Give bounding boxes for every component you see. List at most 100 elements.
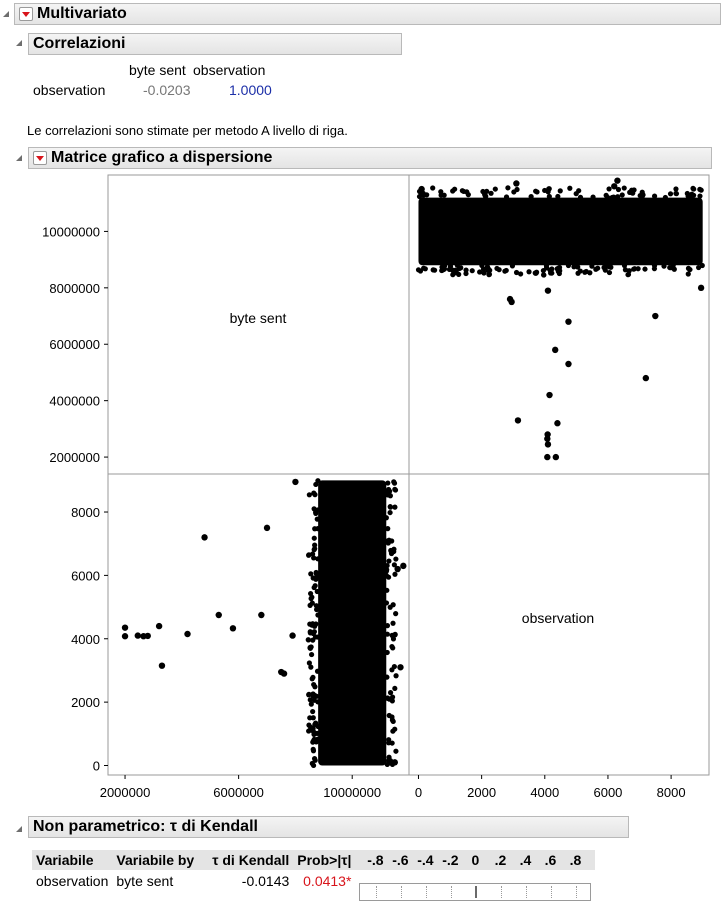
scatter-point (651, 266, 658, 272)
scatter-point (605, 194, 611, 201)
kendall-scale-gridline (426, 886, 428, 898)
scatter-point (306, 492, 312, 498)
scatter-point (415, 267, 422, 273)
scatter-point (629, 187, 635, 193)
scatter-point-outlier (201, 534, 208, 541)
scatter-point (308, 701, 314, 707)
scatter-point-outlier (554, 420, 561, 427)
scatter-point (311, 555, 317, 561)
red-triangle-menu-icon[interactable] (33, 151, 47, 165)
scatter-point (313, 603, 319, 609)
scatter-point (310, 637, 316, 643)
scatter-point (639, 193, 645, 200)
scatter-point (488, 190, 494, 196)
scatter-point (391, 663, 397, 670)
scatter-point-outlier (184, 630, 191, 638)
disclosure-icon[interactable] (16, 155, 22, 161)
scatter-point (312, 757, 318, 763)
kendall-scale-tick: .8 (569, 852, 582, 868)
scatter-point (310, 621, 316, 627)
scatter-point (503, 194, 510, 200)
kendall-by: byte sent (116, 873, 174, 889)
scatter-point (484, 188, 490, 194)
scatter-point (557, 268, 563, 274)
scatter-point-outlier (552, 346, 559, 354)
corr-col-header-byte-sent: byte sent (129, 62, 186, 78)
kendall-scale-gridline (401, 886, 403, 898)
x-tick-label-observation: 8000 (657, 785, 686, 800)
kendall-tau-fill (474, 886, 477, 898)
scatter-point (314, 668, 321, 674)
scatter-point-outlier (418, 185, 425, 193)
scatter-point-outlier (565, 360, 572, 368)
y-tick-label-observation: 4000 (71, 632, 100, 647)
scatter-point (557, 188, 563, 194)
scatter-point-outlier (611, 183, 618, 190)
kendall-header-tau: τ di Kendall (198, 850, 294, 870)
scatter-point (583, 268, 589, 275)
scatter-point (386, 712, 392, 719)
scatter-point (651, 193, 658, 199)
scatter-point (392, 726, 398, 732)
scatter-point (313, 720, 319, 726)
scatter-point-outlier (514, 417, 522, 424)
disclosure-icon[interactable] (3, 11, 9, 17)
scatter-point (668, 265, 674, 271)
kendall-scale-tick: -.4 (417, 852, 434, 868)
kendall-scale-gridline (476, 886, 478, 898)
scatter-point (458, 265, 464, 271)
scatter-point (314, 516, 320, 522)
scatter-point (496, 267, 502, 273)
scatter-point-outlier (400, 562, 407, 570)
kendall-scale-tick: -.2 (442, 852, 459, 868)
scatter-point (548, 270, 554, 276)
scatter-point (315, 612, 321, 618)
kendall-header-by: Variabile by (112, 850, 199, 870)
kendall-scale-gridline (576, 886, 578, 898)
kendall-bar (359, 883, 592, 901)
scatter-point-outlier (544, 441, 552, 448)
disclosure-icon[interactable] (16, 826, 22, 832)
scatter-point (442, 262, 448, 269)
scatter-point (383, 600, 390, 606)
scatter-point (589, 263, 595, 269)
scatter-point (306, 691, 312, 697)
scatter-point-outlier (508, 298, 515, 306)
scatter-point (384, 631, 390, 637)
scatter-point (513, 269, 520, 276)
scatter-point (486, 271, 493, 277)
main-cluster-top-right (418, 197, 703, 266)
scatter-point (385, 480, 391, 486)
table-row: observation byte sent -0.0143 0.0413* (32, 870, 595, 901)
scatter-point (505, 185, 511, 191)
scatter-point (492, 186, 498, 192)
red-triangle-menu-icon[interactable] (19, 7, 33, 21)
scatter-point-outlier (289, 632, 296, 639)
scatter-point-outlier (229, 625, 237, 632)
scatter-point (390, 636, 397, 642)
kendall-scale-gridline (376, 886, 378, 898)
y-tick-label-observation: 0 (93, 758, 100, 773)
scatter-point (484, 264, 491, 270)
scatter-point (391, 562, 397, 568)
scatter-point (308, 664, 314, 670)
scatter-point (619, 192, 625, 198)
scatter-point-outlier (263, 524, 271, 532)
scatter-point (386, 558, 392, 564)
corr-col-header-observation: observation (193, 62, 266, 78)
scatter-point (603, 263, 609, 269)
scatter-point (312, 491, 318, 498)
scatter-point (661, 263, 667, 269)
scatter-point (611, 194, 617, 200)
scatter-point (452, 186, 458, 192)
disclosure-icon[interactable] (16, 40, 22, 46)
scatter-point (533, 270, 539, 276)
scatter-point (565, 262, 572, 269)
scatter-plot-matrix[interactable]: 2000000400000060000008000000100000000200… (0, 172, 726, 804)
kendall-scale-gridline (526, 886, 528, 898)
scatter-point (528, 194, 534, 200)
scatter-point (465, 192, 471, 198)
scatter-point (383, 573, 390, 579)
scatter-point (384, 538, 391, 544)
scatter-point (452, 267, 459, 273)
